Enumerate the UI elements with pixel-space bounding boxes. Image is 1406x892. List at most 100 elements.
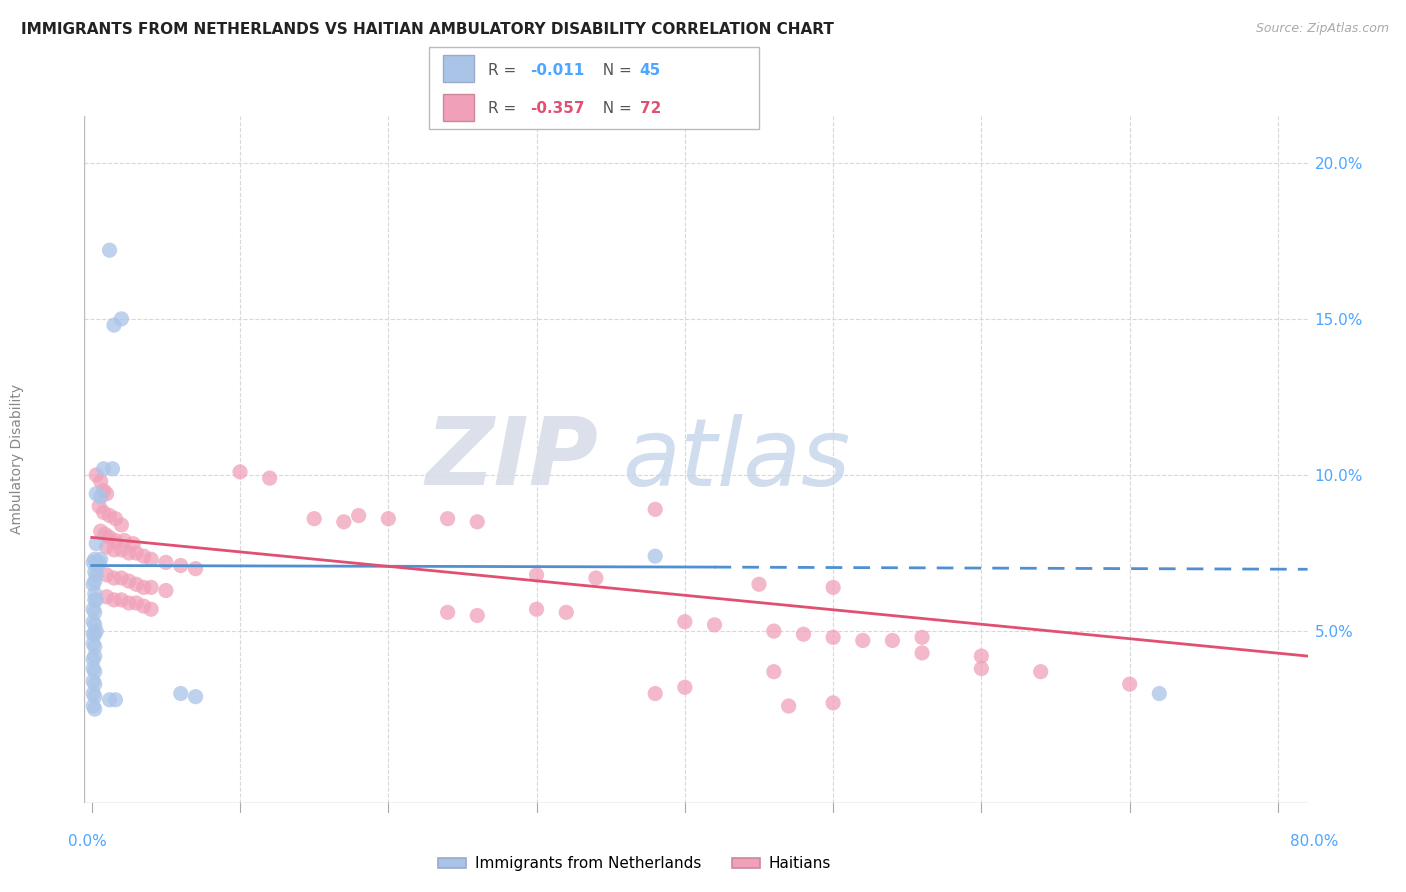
Point — [82, 615, 104, 629]
Point — [229, 465, 252, 479]
Point — [852, 633, 875, 648]
Point — [82, 637, 104, 651]
Point — [104, 533, 127, 548]
Point — [104, 692, 127, 706]
Point — [83, 617, 105, 632]
Point — [82, 555, 104, 570]
Point — [83, 665, 105, 679]
Point — [526, 602, 548, 616]
Point — [526, 568, 548, 582]
Point — [465, 608, 488, 623]
Point — [302, 512, 325, 526]
Point — [347, 508, 370, 523]
Point — [103, 592, 125, 607]
Point — [82, 687, 104, 701]
Point — [103, 318, 125, 333]
Point — [96, 568, 118, 582]
Point — [90, 524, 112, 539]
Point — [155, 583, 177, 598]
Point — [132, 549, 155, 564]
Point — [96, 590, 118, 604]
Point — [82, 674, 104, 689]
Point — [882, 633, 904, 648]
Point — [84, 592, 107, 607]
Point — [778, 699, 800, 714]
Point — [555, 606, 578, 620]
Text: R =: R = — [488, 62, 522, 78]
Point — [90, 552, 112, 566]
Point — [93, 505, 115, 519]
Point — [83, 592, 105, 607]
Point — [911, 646, 934, 660]
Point — [82, 652, 104, 666]
Point — [110, 517, 132, 532]
Point — [112, 533, 135, 548]
Point — [98, 244, 121, 258]
Point — [96, 540, 118, 554]
Point — [84, 555, 107, 570]
Point — [125, 546, 148, 560]
Point — [970, 662, 993, 676]
Point — [125, 596, 148, 610]
Point — [83, 640, 105, 654]
Point — [110, 592, 132, 607]
Point — [84, 467, 107, 482]
Point — [1118, 677, 1140, 691]
Point — [139, 552, 162, 566]
Point — [970, 649, 993, 664]
Point — [101, 462, 124, 476]
Point — [82, 699, 104, 714]
Text: 80.0%: 80.0% — [1291, 834, 1339, 849]
Point — [644, 502, 666, 516]
Point — [84, 624, 107, 639]
Point — [184, 562, 207, 576]
Text: -0.011: -0.011 — [530, 62, 585, 78]
Point — [333, 515, 356, 529]
Point — [98, 692, 121, 706]
Point — [89, 555, 111, 570]
Point — [82, 577, 104, 591]
Point — [644, 687, 666, 701]
Point — [83, 552, 105, 566]
Point — [118, 596, 141, 610]
Text: Ambulatory Disability: Ambulatory Disability — [10, 384, 24, 534]
Point — [93, 483, 115, 498]
Point — [98, 530, 121, 544]
Point — [89, 500, 111, 514]
Point — [673, 615, 696, 629]
Text: atlas: atlas — [623, 414, 851, 505]
Text: N =: N = — [593, 101, 637, 115]
Point — [377, 512, 399, 526]
Point — [86, 558, 108, 573]
Text: IMMIGRANTS FROM NETHERLANDS VS HAITIAN AMBULATORY DISABILITY CORRELATION CHART: IMMIGRANTS FROM NETHERLANDS VS HAITIAN A… — [21, 22, 834, 37]
Point — [103, 571, 125, 585]
Point — [84, 537, 107, 551]
Point — [170, 687, 193, 701]
Point — [90, 490, 112, 504]
Point — [118, 574, 141, 589]
Point — [762, 665, 785, 679]
Point — [748, 577, 770, 591]
Point — [436, 512, 458, 526]
Point — [110, 571, 132, 585]
Point — [644, 549, 666, 564]
Text: 45: 45 — [640, 62, 661, 78]
Point — [1029, 665, 1052, 679]
Point — [98, 508, 121, 523]
Point — [823, 696, 845, 710]
Point — [83, 627, 105, 641]
Point — [83, 677, 105, 691]
Text: R =: R = — [488, 101, 522, 115]
Point — [122, 537, 145, 551]
Point — [259, 471, 281, 485]
Point — [184, 690, 207, 704]
Point — [139, 602, 162, 616]
Text: N =: N = — [593, 62, 637, 78]
Point — [1149, 687, 1171, 701]
Point — [96, 487, 118, 501]
Point — [82, 627, 104, 641]
Point — [132, 581, 155, 595]
Text: 72: 72 — [640, 101, 661, 115]
Point — [104, 512, 127, 526]
Point — [93, 462, 115, 476]
